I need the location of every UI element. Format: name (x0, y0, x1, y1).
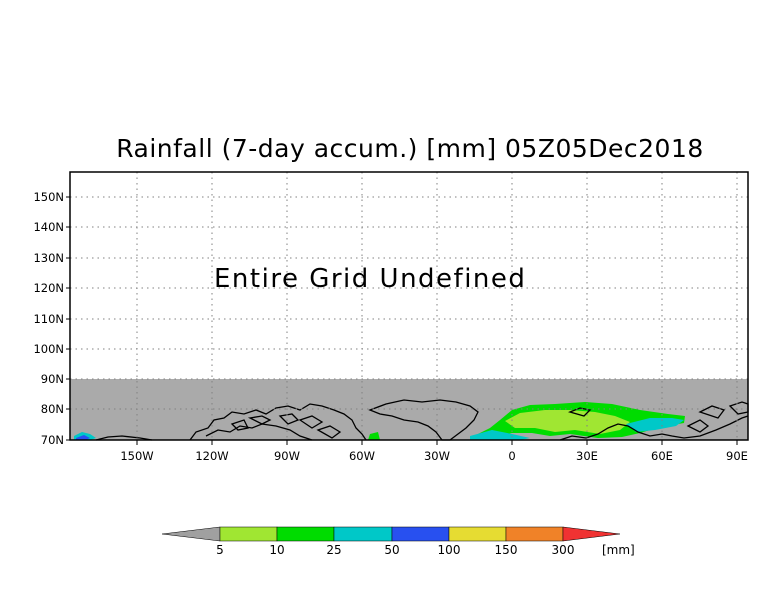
coast-canada (189, 403, 367, 441)
colorbar-swatch (219, 526, 278, 542)
lat-label: 150N (33, 190, 64, 204)
lat-label: 140N (33, 220, 64, 234)
colorbar (161, 526, 621, 542)
colorbar-level-label: 10 (269, 543, 284, 557)
undefined-message: Entire Grid Undefined (214, 264, 526, 294)
rain-patch-50mm (76, 435, 90, 440)
lat-label: 90N (41, 372, 64, 386)
coastlines (95, 399, 749, 441)
colorbar-level-label: 150 (495, 543, 518, 557)
lon-label: 90E (726, 449, 748, 463)
lat-label: 130N (33, 251, 64, 265)
map-title: Rainfall (7-day accum.) [mm] 05Z05Dec201… (116, 134, 704, 163)
lon-label: 150W (120, 449, 153, 463)
island-2 (278, 413, 300, 425)
colorbar-labels: 5 10 25 50 100 150 300 (216, 543, 574, 557)
plot-frame (69, 171, 749, 441)
lon-label: 90W (274, 449, 300, 463)
latitude-labels: 150N 140N 130N 120N 110N 100N 90N 80N 70N (33, 190, 64, 447)
longitude-labels: 150W 120W 90W 60W 30W 0 30E 60E 90E (120, 449, 748, 463)
coast-greenland (368, 399, 479, 441)
lon-label: 120W (195, 449, 228, 463)
colorbar-high-triangle (562, 526, 621, 542)
lon-label: 30E (576, 449, 598, 463)
colorbar-level-label: 5 (216, 543, 224, 557)
rain-patch-25mm (470, 430, 530, 440)
colorbar-level-label: 50 (384, 543, 399, 557)
coast-alaska (95, 435, 153, 441)
lon-label: 60W (349, 449, 375, 463)
lat-label: 110N (33, 312, 64, 326)
coast-eurasia (559, 415, 749, 441)
lon-label: 30W (424, 449, 450, 463)
colorbar-level-label: 25 (326, 543, 341, 557)
colorbar-swatch (448, 526, 507, 542)
lat-label: 120N (33, 281, 64, 295)
lat-label: 100N (33, 342, 64, 356)
lon-label: 0 (508, 449, 515, 463)
gridlines (70, 172, 748, 440)
lon-label: 60E (651, 449, 673, 463)
rain-patch-labrador (368, 432, 380, 440)
colorbar-low-triangle (161, 526, 221, 542)
island-3 (298, 415, 324, 429)
island-1 (247, 415, 272, 425)
colorbar-swatch (276, 526, 335, 542)
rain-patch-5mm (505, 410, 630, 434)
lat-label: 70N (41, 433, 64, 447)
lat-label: 80N (41, 402, 64, 416)
colorbar-unit: [mm] (602, 543, 635, 557)
colorbar-level-label: 100 (438, 543, 461, 557)
colorbar-swatch (505, 526, 564, 542)
coast-novaya (686, 419, 710, 433)
colorbar-swatch (333, 526, 393, 542)
rainfall-patches (74, 402, 685, 440)
island-5 (316, 425, 342, 439)
coast-mainland (205, 423, 313, 441)
rain-patch-25mm-east (626, 418, 684, 432)
colorbar-level-label: 300 (552, 543, 575, 557)
tick-marks (66, 196, 738, 445)
coast-franz-josef (698, 405, 726, 419)
colorbar-swatch (391, 526, 450, 542)
island-4 (230, 419, 249, 431)
